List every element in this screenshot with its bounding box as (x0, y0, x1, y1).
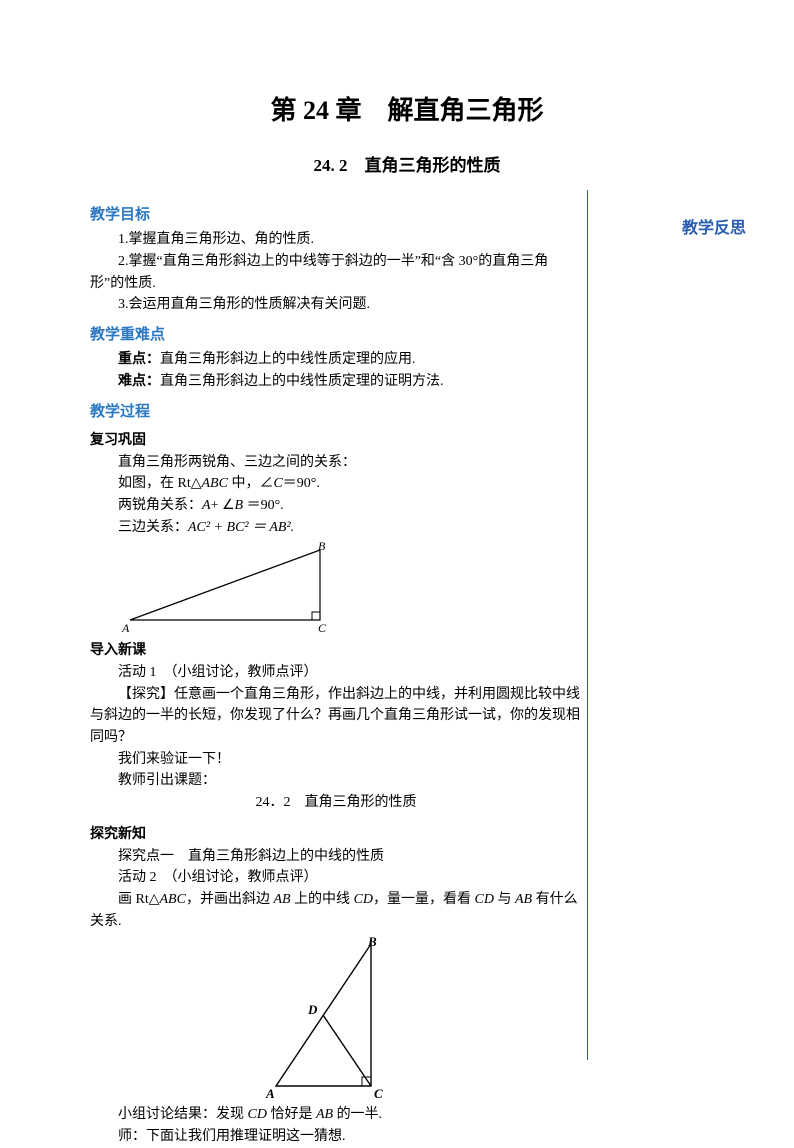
intro-line2: 【探究】任意画一个直角三角形，作出斜边上的中线，并利用圆规比较中线与斜边的一半的… (90, 684, 582, 749)
text: 的一半. (333, 1107, 382, 1122)
text: ＝90°. (283, 476, 320, 491)
keypoint-label: 重点： (118, 352, 160, 367)
text: 恰好是 (267, 1107, 316, 1122)
svg-text:A: A (121, 621, 130, 634)
text: ＝90°. (243, 498, 284, 513)
review-line2: 如图，在 Rt△ABC 中，∠C＝90°. (90, 473, 582, 495)
text: 小组讨论结果：发现 (118, 1107, 248, 1122)
svg-text:B: B (367, 936, 377, 949)
goal-item-2: 2.掌握“直角三角形斜边上的中线等于斜边的一半”和“含 30°的直角三角形”的性… (90, 251, 582, 294)
review-heading: 复习巩固 (90, 430, 582, 452)
text: 中，∠ (228, 476, 274, 491)
figure-1: A B C (120, 542, 582, 634)
text: 三边关系： (118, 520, 188, 535)
keypoint-line: 重点：直角三角形斜边上的中线性质定理的应用. (90, 349, 582, 371)
text: 上的中线 (291, 892, 354, 907)
equation: AC² + BC² ＝ AB². (188, 520, 294, 535)
svg-text:C: C (318, 621, 327, 634)
explore-teacher: 师：下面让我们用推理证明这一猜想. (90, 1126, 582, 1148)
intro-line4: 教师引出课题： (90, 770, 582, 792)
text: 与 (494, 892, 515, 907)
intro-line5: 24．2 直角三角形的性质 (90, 792, 582, 814)
intro-heading: 导入新课 (90, 640, 582, 662)
main-content: 教学目标 1.掌握直角三角形边、角的性质. 2.掌握“直角三角形斜边上的中线等于… (90, 204, 582, 1148)
diffpoint-text: 直角三角形斜边上的中线性质定理的证明方法. (160, 374, 444, 389)
explore-line1: 探究点一 直角三角形斜边上的中线的性质 (90, 846, 582, 868)
explore-line3: 画 Rt△ABC，并画出斜边 AB 上的中线 CD，量一量，看看 CD 与 AB… (90, 889, 582, 932)
explore-line2: 活动 2 （小组讨论，教师点评） (90, 867, 582, 889)
triangle-abc-median-svg: A B C D (256, 936, 416, 1100)
figure-2: A B C D (90, 936, 582, 1100)
vertical-divider (587, 190, 588, 1060)
triangle-abc-svg: A B C (120, 542, 350, 634)
diffpoint-label: 难点： (118, 374, 160, 389)
goals-heading: 教学目标 (90, 204, 582, 227)
diffpoint-line: 难点：直角三角形斜边上的中线性质定理的证明方法. (90, 371, 582, 393)
svg-text:B: B (318, 542, 326, 553)
review-line4: 三边关系：AC² + BC² ＝ AB². (90, 517, 582, 539)
svg-text:A: A (265, 1086, 275, 1100)
goal-item-1: 1.掌握直角三角形边、角的性质. (90, 229, 582, 251)
review-line3: 两锐角关系：A+ ∠B ＝90°. (90, 495, 582, 517)
sidebar-reflection-label: 教学反思 (682, 214, 746, 238)
process-heading: 教学过程 (90, 401, 582, 424)
chapter-title: 第 24 章 解直角三角形 (90, 90, 724, 127)
svg-text:D: D (307, 1002, 318, 1017)
goal-item-3: 3.会运用直角三角形的性质解决有关问题. (90, 294, 582, 316)
text: 画 Rt△ (118, 892, 160, 907)
text: ，量一量，看看 (373, 892, 475, 907)
explore-heading: 探究新知 (90, 824, 582, 846)
review-line1: 直角三角形两锐角、三边之间的关系： (90, 452, 582, 474)
intro-line3: 我们来验证一下！ (90, 749, 582, 771)
intro-line1: 活动 1 （小组讨论，教师点评） (90, 662, 582, 684)
keypoint-text: 直角三角形斜边上的中线性质定理的应用. (160, 352, 416, 367)
text: ，并画出斜边 (186, 892, 274, 907)
text: 如图，在 Rt△ (118, 476, 202, 491)
text: 两锐角关系： (118, 498, 202, 513)
svg-text:C: C (374, 1086, 383, 1100)
section-title: 24. 2 直角三角形的性质 (90, 151, 724, 176)
difficulty-heading: 教学重难点 (90, 324, 582, 347)
